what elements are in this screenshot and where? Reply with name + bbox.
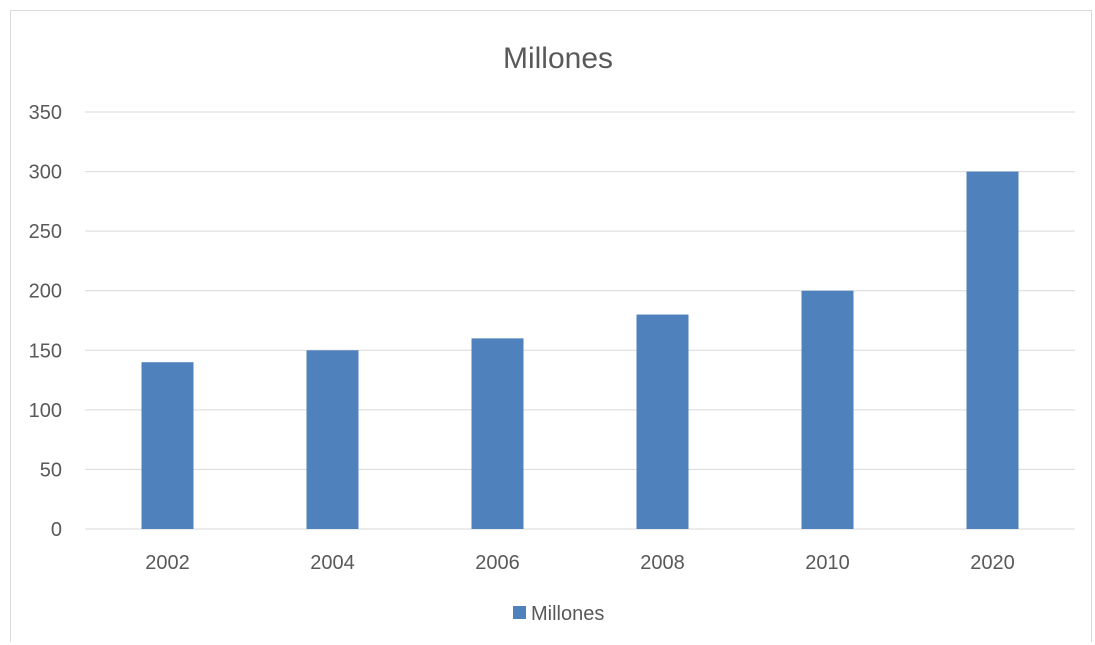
bar-2004 [306, 350, 359, 529]
bar-2020 [966, 171, 1019, 530]
chart-title: Millones [503, 42, 613, 75]
y-tick-label: 300 [29, 162, 62, 184]
bar-2010 [801, 290, 854, 529]
y-tick-label: 50 [40, 459, 62, 481]
bar-2006 [471, 338, 524, 529]
legend-swatch [513, 606, 526, 619]
bar-2002 [141, 362, 194, 529]
x-tick-label: 2008 [640, 552, 685, 574]
bar-2008 [636, 314, 689, 529]
x-tick-label: 2006 [475, 552, 520, 574]
x-tick-label: 2004 [310, 552, 355, 574]
y-tick-label: 250 [29, 221, 62, 243]
bars [141, 171, 1019, 530]
y-tick-label: 200 [29, 281, 62, 303]
y-tick-label: 350 [29, 102, 62, 124]
legend-label: Millones [531, 603, 604, 625]
gridlines [85, 111, 1075, 530]
x-tick-label: 2020 [970, 552, 1015, 574]
x-tick-label: 2002 [145, 552, 190, 574]
chart-area [10, 10, 1092, 642]
x-tick-label: 2010 [805, 552, 850, 574]
y-tick-label: 100 [29, 400, 62, 422]
y-tick-label: 150 [29, 340, 62, 362]
y-tick-label: 0 [51, 519, 62, 541]
y-axis: 0 50 100 150 200 250 300 350 [29, 102, 62, 541]
x-axis: 2002 2004 2006 2008 2010 2020 [145, 552, 1015, 574]
legend: Millones [513, 603, 604, 625]
